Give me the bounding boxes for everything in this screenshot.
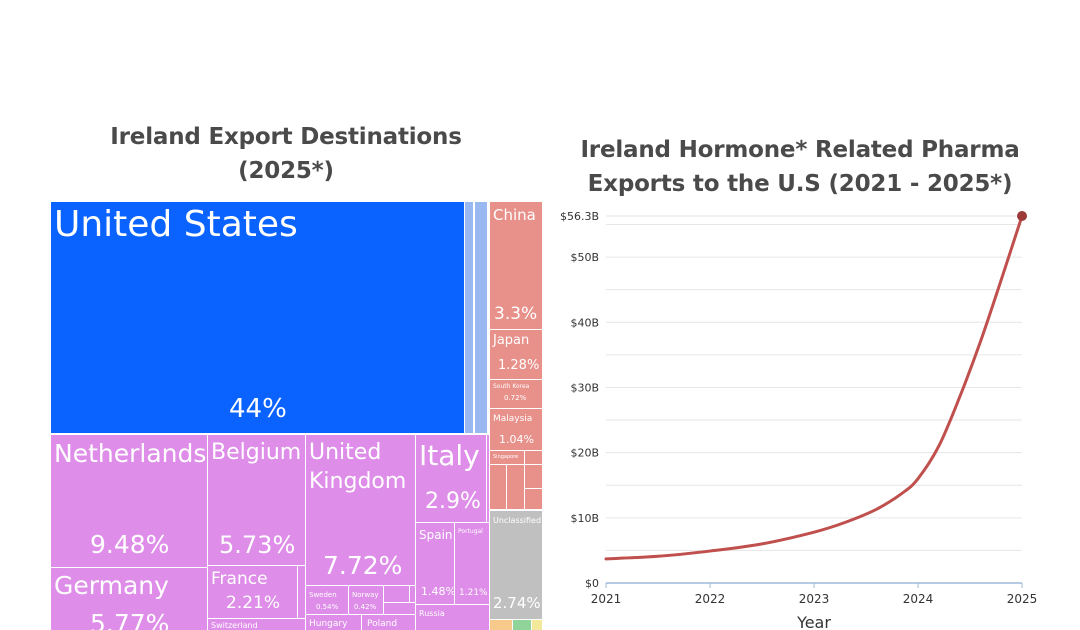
tile-japan-pct: 1.28% — [498, 358, 540, 373]
tile-china-label: China — [493, 206, 536, 224]
tile-norway[interactable]: Norway 0.42% — [348, 585, 384, 615]
tile-china-pct: 3.3% — [494, 304, 538, 324]
tile-unclassified-pct: 2.74% — [493, 594, 541, 612]
tile-south-korea-label: South Korea — [493, 383, 530, 390]
tile-portugal-label: Portugal — [458, 528, 483, 535]
tile-switzerland[interactable]: Switzerland — [207, 618, 306, 630]
tile-malaysia-label: Malaysia — [493, 414, 533, 424]
tile-asia-small-a[interactable] — [524, 450, 543, 465]
x-tick-label: 2022 — [695, 592, 726, 606]
tile-singapore-label: Singapore — [493, 454, 519, 460]
tile-unclassified[interactable]: Unclassified 2.74% — [489, 510, 543, 620]
treemap-title-line2: (2025*) — [238, 158, 334, 184]
tile-norway-pct: 0.42% — [354, 603, 377, 611]
tile-spain-pct: 1.48% — [421, 585, 455, 598]
tile-poland[interactable]: Poland — [361, 614, 416, 630]
tile-china[interactable]: China 3.3% — [489, 201, 543, 330]
tile-netherlands-label: Netherlands — [54, 439, 207, 468]
tile-united-kingdom-label-2: Kingdom — [309, 469, 407, 494]
tile-italy[interactable]: Italy 2.9% — [415, 434, 487, 523]
tile-malaysia-pct: 1.04% — [499, 433, 534, 446]
tile-germany-label: Germany — [54, 571, 169, 600]
x-tick-label: 2021 — [591, 592, 622, 606]
tile-portugal-pct: 1.21% — [459, 588, 488, 598]
tile-other-yellow[interactable] — [531, 619, 543, 630]
tile-belgium-pct: 5.73% — [219, 531, 296, 559]
tile-south-korea-pct: 0.72% — [504, 394, 527, 402]
tile-portugal[interactable]: Portugal 1.21% — [454, 522, 490, 605]
tile-sweden-pct: 0.54% — [316, 603, 339, 611]
tile-sweden[interactable]: Sweden 0.54% — [305, 585, 349, 615]
tile-europe-small-b[interactable] — [383, 585, 410, 603]
tile-united-kingdom-label-1: United — [309, 440, 382, 465]
treemap-title-line1: Ireland Export Destinations — [110, 124, 462, 150]
export-destinations-treemap: United States 44% Netherlands 9.48% Germ… — [50, 201, 545, 630]
tile-france-label: France — [211, 569, 268, 589]
exports-line-chart: $0 $10B $20B $30B $40B $50B $56.3B 2021 2022 2023… — [560, 210, 1038, 630]
tile-asia-small-b[interactable] — [489, 464, 507, 510]
x-tick-label: 2023 — [799, 592, 830, 606]
tile-spain[interactable]: Spain 1.48% — [415, 522, 455, 605]
tile-germany-pct: 5.77% — [90, 609, 170, 630]
tile-other-orange[interactable] — [489, 619, 513, 630]
y-tick-label: $20B — [570, 447, 599, 460]
tile-belgium-label: Belgium — [211, 440, 302, 465]
treemap-title: Ireland Export Destinations (2025*) — [60, 120, 512, 188]
line-chart-title-line1: Ireland Hormone* Related Pharma — [580, 137, 1020, 163]
tile-netherlands-pct: 9.48% — [90, 530, 170, 559]
y-tick-label: $0 — [585, 577, 599, 590]
tile-asia-small-e[interactable] — [524, 488, 543, 510]
tile-france[interactable]: France 2.21% — [207, 565, 298, 619]
tile-united-states-label: United States — [54, 204, 298, 245]
tile-south-korea[interactable]: South Korea 0.72% — [489, 379, 543, 409]
tile-sweden-label: Sweden — [309, 591, 337, 599]
series-line — [604, 214, 1024, 561]
tile-russia[interactable]: Russia — [415, 604, 490, 630]
tile-hungary[interactable]: Hungary — [305, 614, 362, 630]
tile-russia-label: Russia — [419, 609, 445, 618]
y-tick-label: $10B — [570, 512, 599, 525]
tile-poland-label: Poland — [367, 619, 398, 629]
y-tick-label: $56.3B — [560, 210, 599, 223]
tile-united-states-pct: 44% — [229, 394, 287, 424]
tile-belgium[interactable]: Belgium 5.73% — [207, 434, 306, 566]
tile-norway-label: Norway — [352, 591, 379, 599]
tile-italy-label: Italy — [419, 439, 480, 472]
line-chart-title-line2: Exports to the U.S (2021 - 2025*) — [587, 171, 1013, 197]
line-chart-title: Ireland Hormone* Related Pharma Exports … — [560, 133, 1040, 201]
y-tick-label: $40B — [570, 316, 599, 329]
series-end-point — [1017, 211, 1027, 221]
x-tick-label: 2025 — [1007, 592, 1038, 606]
tile-spain-label: Spain — [419, 528, 453, 542]
tile-hungary-label: Hungary — [309, 619, 348, 629]
x-tick-label: 2024 — [903, 592, 934, 606]
tile-united-kingdom-pct: 7.72% — [323, 551, 403, 580]
tile-switzerland-label: Switzerland — [211, 621, 258, 630]
tile-other-green[interactable] — [512, 619, 532, 630]
tile-japan[interactable]: Japan 1.28% — [489, 329, 543, 380]
tile-japan-label: Japan — [493, 333, 530, 348]
tile-france-pct: 2.21% — [226, 593, 281, 613]
tile-netherlands[interactable]: Netherlands 9.48% — [50, 434, 208, 568]
tile-asia-small-d[interactable] — [524, 464, 543, 489]
x-axis-title: Year — [796, 613, 831, 630]
tile-singapore[interactable]: Singapore — [489, 450, 525, 465]
tile-germany[interactable]: Germany 5.77% — [50, 567, 208, 630]
tile-asia-small-c[interactable] — [506, 464, 525, 510]
tile-united-states[interactable]: United States 44% — [50, 201, 465, 434]
tile-north-america-small-1[interactable] — [464, 201, 474, 434]
tile-unclassified-label: Unclassified — [493, 516, 542, 525]
y-tick-label: $50B — [570, 251, 599, 264]
y-tick-label: $30B — [570, 381, 599, 394]
tile-north-america-small-2[interactable] — [474, 201, 488, 434]
tile-italy-pct: 2.9% — [425, 489, 481, 514]
tile-united-kingdom[interactable]: United Kingdom 7.72% — [305, 434, 416, 586]
tile-malaysia[interactable]: Malaysia 1.04% — [489, 408, 543, 451]
